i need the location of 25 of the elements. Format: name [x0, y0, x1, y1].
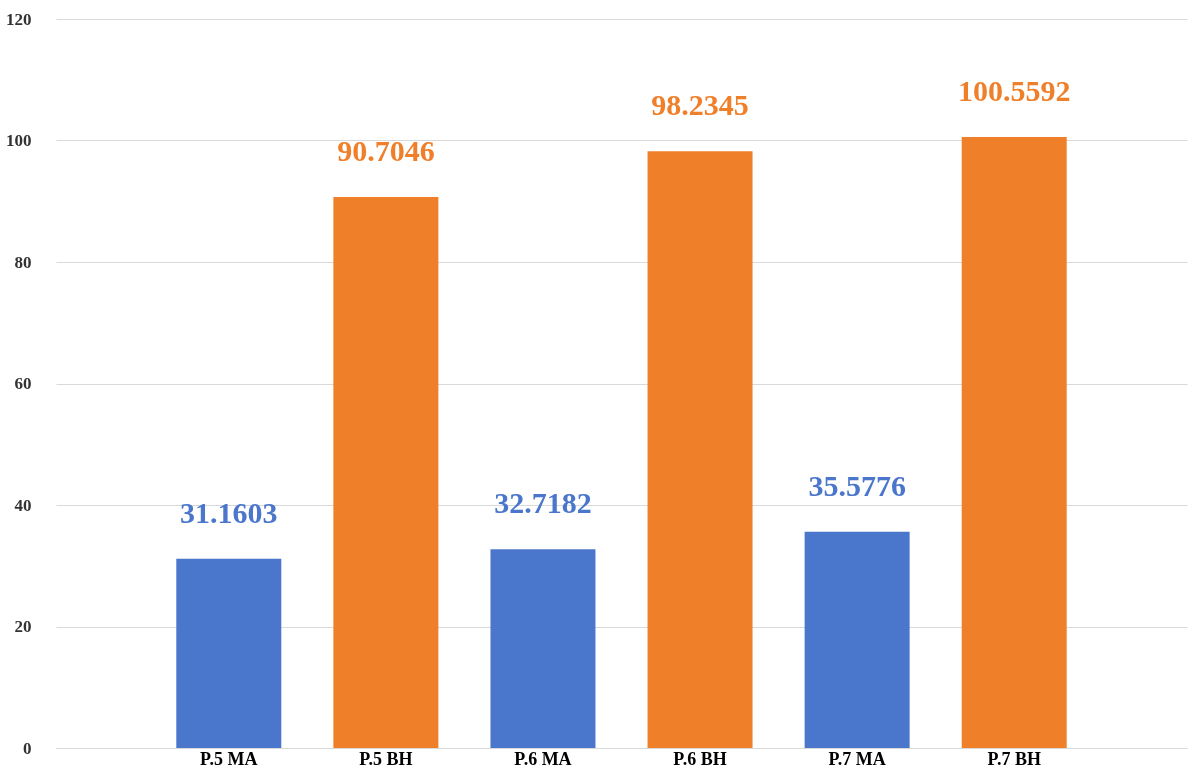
y-tick-label: 100: [6, 131, 32, 150]
y-tick-label: 60: [14, 374, 32, 393]
y-tick-label: 120: [6, 9, 32, 29]
bar: [333, 196, 439, 748]
bar: [490, 549, 596, 748]
x-tick-label: P.5 MA: [200, 748, 258, 769]
y-tick-label: 40: [14, 495, 32, 515]
data-label: 100.5592: [957, 74, 1071, 108]
x-tick-label: P.6 MA: [514, 748, 572, 769]
y-tick-label: 0: [23, 738, 32, 758]
bar: [176, 558, 282, 748]
data-label: 35.5776: [808, 468, 906, 502]
bar: [647, 151, 753, 748]
x-tick-label: P.5 BH: [359, 748, 413, 769]
bar: [804, 531, 910, 748]
y-tick-label: 80: [14, 252, 32, 272]
data-label: 98.2345: [651, 88, 749, 122]
y-tick-label: 20: [14, 617, 32, 636]
data-label: 32.7182: [494, 486, 592, 520]
bar: [961, 137, 1067, 748]
x-tick-label: P.7 BH: [987, 748, 1041, 769]
data-label: 31.1603: [180, 495, 278, 529]
x-tick-label: P.6 BH: [673, 748, 727, 769]
x-tick-label: P.7 MA: [828, 748, 886, 769]
data-label: 90.7046: [337, 133, 435, 167]
